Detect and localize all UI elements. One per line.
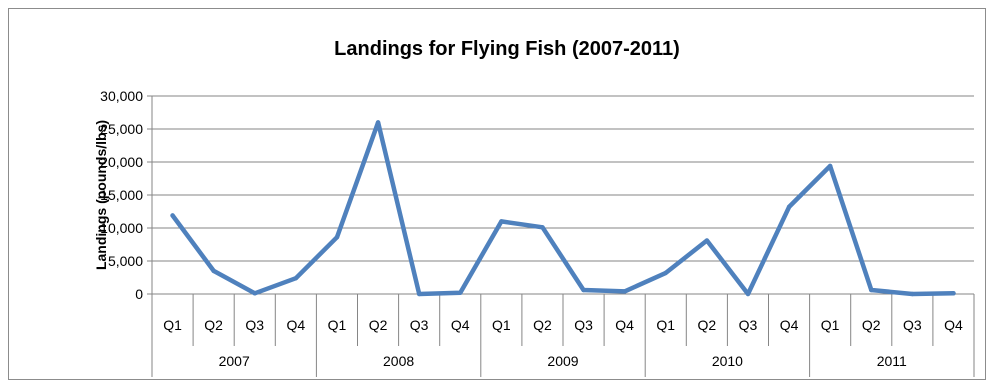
- data-point: [458, 290, 463, 295]
- y-tick-label: 5,000: [108, 253, 143, 269]
- x-tick-label: Q3: [903, 317, 922, 333]
- chart-frame: Landings for Flying Fish (2007-2011) Lan…: [8, 8, 986, 380]
- x-axis: Q1 Q2 Q3 Q4 Q1 Q2 Q3 Q4 Q1 Q2 Q3 Q4 Q1 Q2 Q3 Q4 Q1 Q2 Q3 Q4…: [151, 96, 975, 377]
- line-chart: Landings for Flying Fish (2007-2011) Lan…: [93, 38, 975, 377]
- data-point: [334, 235, 340, 240]
- data-point: [745, 291, 751, 297]
- x-tick-label: Q1: [492, 317, 511, 333]
- data-point: [786, 204, 792, 210]
- y-tick-label: 30,000: [100, 88, 143, 104]
- x-group-label: 2011: [877, 353, 907, 369]
- data-point: [910, 291, 915, 297]
- gridlines: [147, 95, 974, 295]
- y-axis-label: Landings (pounds/lbs): [93, 120, 109, 270]
- x-tick-label: Q4: [287, 317, 306, 333]
- x-tick-label: Q3: [410, 317, 429, 333]
- x-tick-label: Q2: [369, 317, 388, 333]
- x-tick-label: Q4: [451, 317, 470, 333]
- data-point: [211, 268, 216, 274]
- data-point: [663, 270, 668, 276]
- x-group-label: 2009: [547, 353, 578, 369]
- data-point: [951, 291, 956, 296]
- series-line: [170, 120, 956, 297]
- x-group-label: 2007: [219, 353, 250, 369]
- x-tick-label: Q2: [698, 317, 717, 333]
- x-tick-label: Q3: [739, 317, 758, 333]
- data-point: [252, 291, 257, 296]
- data-point: [581, 287, 586, 293]
- chart-title: Landings for Flying Fish (2007-2011): [334, 38, 680, 60]
- x-tick-label: Q4: [944, 317, 963, 333]
- data-point: [293, 275, 299, 281]
- y-tick-label: 20,000: [100, 154, 143, 170]
- y-tick-label: 15,000: [100, 187, 143, 203]
- data-point: [622, 289, 627, 294]
- y-tick-label: 25,000: [100, 121, 143, 137]
- data-point: [704, 238, 710, 243]
- y-tick-label: 10,000: [100, 220, 143, 236]
- x-tick-label: Q4: [615, 317, 634, 333]
- data-point: [499, 219, 504, 224]
- x-group-label: 2010: [712, 353, 743, 369]
- x-tick-label: Q1: [328, 317, 347, 333]
- data-point: [375, 120, 381, 125]
- data-point: [416, 291, 422, 297]
- data-point: [540, 225, 545, 230]
- x-tick-label: Q3: [245, 317, 264, 333]
- x-tick-label: Q2: [533, 317, 552, 333]
- data-point: [827, 163, 833, 169]
- x-tick-label: Q1: [821, 317, 840, 333]
- x-tick-label: Q2: [204, 317, 223, 333]
- x-tick-label: Q3: [574, 317, 593, 333]
- x-tick-label: Q1: [163, 317, 182, 333]
- data-point: [170, 213, 175, 218]
- y-axis-ticks: 0 5,000 10,000 15,000 20,000 25,000 30,000: [100, 88, 143, 302]
- data-point: [869, 287, 874, 293]
- series-line-group: [170, 120, 956, 297]
- x-tick-label: Q1: [656, 317, 675, 333]
- x-tick-label: Q4: [780, 317, 799, 333]
- y-tick-label: 0: [135, 286, 143, 302]
- x-tick-label: Q2: [862, 317, 881, 333]
- x-group-label: 2008: [383, 353, 414, 369]
